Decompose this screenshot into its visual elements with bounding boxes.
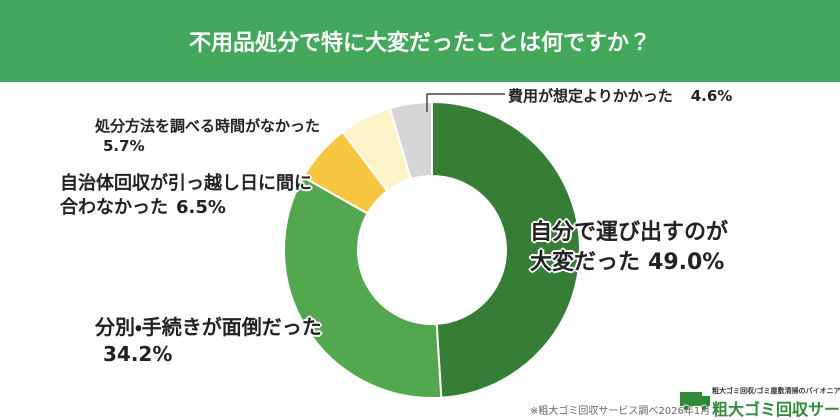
donut-segment: [283, 175, 443, 399]
source-note: ※粗大ゴミ回収サービス調べ2026年1月: [530, 406, 711, 417]
truck-wheel: [682, 404, 690, 412]
segment-label: 処分方法を調べる時間がなかった 5.7%: [95, 116, 330, 157]
truck-cab: [702, 396, 710, 406]
segment-label: 自分で運び出すのが大変だった 49.0%: [530, 218, 745, 277]
category-name: 費用が想定よりかかった: [508, 87, 673, 105]
category-name: 自分で運び出すのが大変だった: [530, 220, 729, 275]
value-label: 34.2%: [103, 342, 173, 366]
category-name: 自治体回収が引っ越し日に間に合わなかった: [60, 173, 312, 219]
segment-label: 費用が想定よりかかった 4.6%: [508, 86, 732, 106]
donut-segment: [431, 100, 581, 399]
value-label: 5.7%: [103, 137, 145, 156]
truck-body: [680, 392, 702, 406]
segment-label: 分別・手続きが面倒だった 34.2%: [95, 314, 345, 368]
chart-title: 不用品処分で特に大変だったことは何ですか？: [188, 31, 651, 56]
leader-line: [426, 93, 505, 112]
truck-wheel: [700, 404, 708, 412]
logo-tagline: 粗大ゴミ回収/ゴミ屋敷清掃のパイオニア: [712, 387, 840, 395]
segment-label: 自治体回収が引っ越し日に間に合わなかった 6.5%: [60, 172, 322, 221]
value-label: 4.6%: [690, 87, 733, 105]
logo-name: 粗大ゴミ回収サービス: [712, 400, 840, 419]
category-name: 分別・手続きが面倒だった: [95, 315, 322, 339]
donut-segment: [388, 100, 433, 181]
title-banner: 不用品処分で特に大変だったことは何ですか？: [0, 0, 840, 82]
logo-icon: [680, 392, 710, 412]
value-label: 49.0%: [648, 249, 725, 275]
value-label: 6.5%: [176, 197, 226, 219]
category-name: 処分方法を調べる時間がなかった: [95, 117, 321, 135]
